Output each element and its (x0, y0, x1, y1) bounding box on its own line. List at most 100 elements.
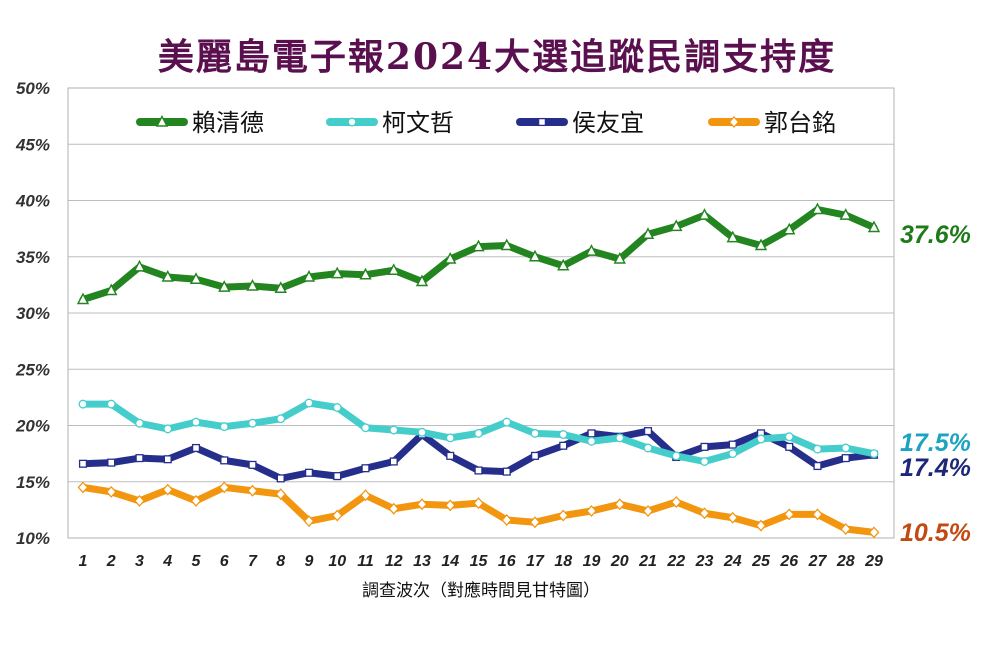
data-point (785, 442, 794, 451)
x-tick-label: 1 (79, 553, 88, 570)
data-point (77, 481, 89, 494)
data-point (613, 251, 626, 264)
x-tick-label: 6 (220, 553, 229, 570)
data-point (445, 433, 455, 443)
x-tick-label: 27 (808, 553, 828, 570)
y-tick-label: 45% (15, 135, 50, 154)
x-tick-label: 22 (666, 553, 685, 570)
data-point (839, 208, 852, 220)
legend-label: 柯文哲 (382, 109, 454, 137)
y-tick-label: 20% (15, 417, 50, 436)
end-value-label: 17.5% (900, 429, 971, 457)
data-point (840, 523, 852, 535)
data-point (841, 443, 851, 453)
data-point (361, 423, 370, 433)
data-point (189, 272, 203, 284)
data-point (218, 280, 231, 292)
x-tick-label: 9 (305, 553, 314, 570)
data-point (529, 516, 541, 529)
data-point (500, 238, 513, 251)
data-point (474, 466, 483, 475)
data-point (274, 281, 287, 293)
legend-marker (537, 117, 547, 127)
data-point (105, 485, 117, 498)
x-tick-label: 28 (836, 553, 855, 570)
x-tick-label: 26 (779, 553, 798, 570)
data-point (501, 514, 513, 526)
data-point (333, 472, 342, 481)
x-tick-label: 14 (441, 553, 459, 570)
data-point (304, 468, 314, 477)
data-point (191, 443, 201, 453)
legend-label: 侯友宜 (572, 109, 644, 137)
data-point (275, 488, 287, 501)
data-point (387, 263, 400, 275)
data-point (444, 499, 456, 512)
data-point (754, 238, 768, 251)
data-point (783, 222, 796, 235)
x-tick-label: 15 (470, 553, 489, 570)
data-point (276, 474, 285, 483)
data-point (558, 430, 568, 439)
data-point (135, 454, 144, 463)
data-point (218, 481, 230, 494)
x-tick-label: 25 (751, 553, 771, 570)
legend-label: 賴清德 (192, 109, 264, 137)
x-tick-label: 3 (135, 553, 144, 570)
x-tick-label: 29 (864, 553, 883, 570)
data-point (700, 457, 709, 466)
x-tick-label: 8 (276, 553, 285, 570)
x-tick-label: 24 (723, 553, 742, 570)
x-tick-label: 19 (583, 553, 601, 570)
series-1 (76, 202, 881, 305)
y-axis-ticks: 10% 15% 20% 25% 30% 35% 40% 45% 50% (15, 79, 50, 548)
data-point (388, 502, 400, 515)
data-point (783, 508, 795, 521)
x-tick-label: 11 (357, 553, 374, 570)
data-point (133, 259, 146, 272)
data-point (671, 451, 681, 461)
legend-marker (155, 114, 169, 127)
legend-marker (728, 116, 740, 128)
data-point (276, 414, 286, 424)
data-point (472, 239, 485, 252)
legend-label: 郭台銘 (764, 109, 836, 137)
y-tick-label: 10% (16, 529, 50, 548)
data-point (559, 441, 568, 450)
y-tick-label: 30% (16, 304, 50, 323)
data-point (670, 219, 683, 232)
data-point (727, 511, 739, 524)
data-point (248, 460, 257, 469)
data-point (191, 417, 201, 427)
data-point (248, 418, 257, 428)
x-tick-label: 21 (638, 553, 657, 570)
data-point (813, 461, 822, 471)
data-point (220, 456, 229, 465)
data-point (389, 425, 399, 435)
data-point (304, 398, 314, 408)
data-point (331, 266, 344, 279)
data-point (755, 519, 767, 532)
legend: 賴清德 柯文哲 侯友宜 郭台銘 (136, 109, 836, 137)
data-point (446, 451, 455, 460)
data-point (586, 505, 597, 517)
x-tick-label: 2 (106, 553, 116, 570)
data-point (474, 428, 483, 438)
data-point (302, 269, 316, 282)
x-tick-label: 18 (554, 553, 572, 570)
chart-title: 美麗島電子報2024大選追蹤民調支持度 (157, 36, 837, 78)
y-tick-label: 15% (16, 473, 50, 492)
end-value-label: 10.5% (900, 519, 971, 547)
data-point (107, 458, 116, 467)
data-point (728, 449, 738, 459)
y-tick-label: 35% (16, 248, 50, 267)
data-point (219, 422, 229, 432)
data-point (135, 418, 144, 428)
data-point (502, 467, 511, 476)
end-value-label: 17.4% (900, 454, 971, 482)
data-point (557, 258, 570, 271)
data-point (643, 427, 653, 436)
data-point (530, 451, 540, 460)
series-2 (78, 398, 879, 466)
